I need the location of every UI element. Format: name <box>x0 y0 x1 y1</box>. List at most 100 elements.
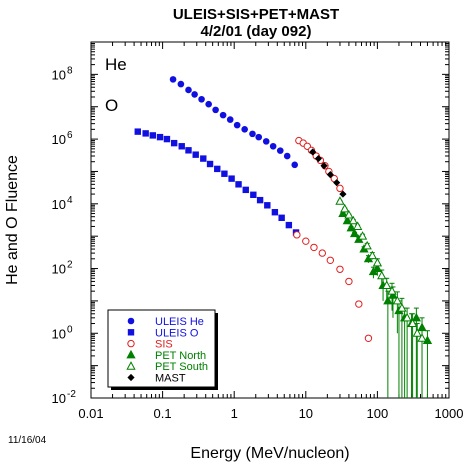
point-sis <box>355 300 363 308</box>
point-pet-north <box>417 322 427 332</box>
x-tick-label: 10 <box>299 406 313 421</box>
point-pet-north <box>349 228 360 238</box>
point-pet-south <box>382 280 392 289</box>
point-uleis-he <box>219 111 227 119</box>
point-uleis-o <box>156 133 164 141</box>
point-pet-north <box>346 222 356 232</box>
point-pet-north <box>372 263 383 273</box>
point-uleis-o <box>271 209 279 216</box>
point-uleis-o <box>206 160 214 168</box>
y-tick-exponent: 6 <box>67 130 73 141</box>
point-pet-south <box>407 318 418 328</box>
y-tick-exponent: 0 <box>67 324 73 335</box>
y-tick-exponent: -2 <box>67 389 76 400</box>
point-pet-south <box>344 209 354 219</box>
point-uleis-o <box>200 155 207 162</box>
point-uleis-o <box>170 139 178 147</box>
point-uleis-o <box>264 202 271 209</box>
legend-marker-mast <box>127 373 135 382</box>
point-uleis-he <box>249 130 256 138</box>
point-uleis-he <box>233 121 241 129</box>
point-uleis-he <box>291 161 299 169</box>
point-uleis-he <box>276 147 284 154</box>
point-uleis-o <box>242 186 249 194</box>
x-tick-label: 100 <box>367 406 389 421</box>
point-uleis-he <box>241 126 248 133</box>
point-uleis-o <box>163 135 171 143</box>
point-uleis-o <box>192 151 199 158</box>
legend-label-sis: SIS <box>155 339 173 351</box>
point-uleis-o <box>149 132 157 139</box>
point-uleis-he <box>255 133 263 141</box>
point-uleis-he <box>191 91 198 98</box>
legend-marker-uleis-o <box>127 329 135 336</box>
point-uleis-o <box>235 181 242 188</box>
legend-marker-pet-south <box>126 361 136 370</box>
point-pet-south <box>353 221 363 230</box>
point-pet-north <box>411 312 421 322</box>
y-tick-exponent: 8 <box>67 65 73 76</box>
point-mast <box>320 162 328 170</box>
y-axis-label: He and O Fluence <box>4 155 21 285</box>
point-uleis-o <box>134 128 141 135</box>
point-mast <box>326 170 334 179</box>
legend-marker-uleis-he <box>127 317 135 325</box>
y-tick-label: 10 <box>52 197 66 212</box>
legend-marker-pet-north <box>126 349 136 359</box>
y-tick-exponent: 2 <box>67 260 73 271</box>
point-uleis-he <box>205 100 212 108</box>
axis-ticks <box>90 42 449 399</box>
legend-box <box>107 309 216 388</box>
point-sis <box>326 256 335 264</box>
x-axis-label: Energy (MeV/nucleon) <box>190 445 349 462</box>
point-sis <box>336 265 344 273</box>
point-pet-south <box>377 270 387 280</box>
x-tick-label: 0.1 <box>154 406 172 421</box>
point-uleis-he <box>269 142 277 150</box>
point-sis <box>318 249 327 257</box>
date-stamp: 11/16/04 <box>8 435 47 446</box>
point-uleis-he <box>177 80 185 88</box>
point-pet-south <box>397 303 407 312</box>
point-uleis-o <box>178 143 185 150</box>
point-mast <box>333 179 341 187</box>
point-sis <box>345 277 353 286</box>
point-pet-south <box>340 203 350 213</box>
y-tick-label: 10 <box>52 391 66 406</box>
point-uleis-he <box>226 116 234 123</box>
point-pet-south <box>402 312 412 322</box>
point-uleis-he <box>212 106 219 114</box>
point-uleis-o <box>221 170 228 177</box>
point-uleis-he <box>185 86 192 94</box>
point-pet-south <box>348 215 358 225</box>
x-tick-label: 0.01 <box>78 406 103 421</box>
x-tick-labels: 0.01 0.1 1 10 100 1000 <box>78 406 463 421</box>
annotation-o: O <box>105 96 118 115</box>
plot-frame <box>90 41 450 399</box>
point-uleis-he <box>198 95 205 103</box>
legend-label-pet-north: PET North <box>155 350 206 362</box>
point-sis <box>310 243 318 252</box>
point-pet-south <box>367 250 377 260</box>
point-pet-north <box>383 295 393 305</box>
point-pet-south <box>392 295 402 305</box>
point-uleis-o <box>285 221 293 229</box>
chart-title: ULEIS+SIS+PET+MAST <box>173 6 339 23</box>
point-pet-south <box>357 231 368 240</box>
point-uleis-o <box>142 130 149 137</box>
annotation-he: He <box>105 55 127 74</box>
point-uleis-o <box>256 196 264 204</box>
point-sis <box>336 184 344 193</box>
point-pet-north <box>338 208 348 218</box>
point-mast <box>314 154 323 163</box>
point-uleis-he <box>262 138 270 145</box>
point-pet-south <box>417 333 427 342</box>
point-pet-south <box>412 328 422 337</box>
chart-subtitle: 4/2/01 (day 092) <box>201 23 312 40</box>
legend-label-pet-south: PET South <box>155 361 208 373</box>
legend-label-mast: MAST <box>155 373 186 385</box>
point-uleis-he <box>169 76 177 83</box>
x-tick-label: 1000 <box>435 406 464 421</box>
point-pet-north <box>342 215 352 225</box>
